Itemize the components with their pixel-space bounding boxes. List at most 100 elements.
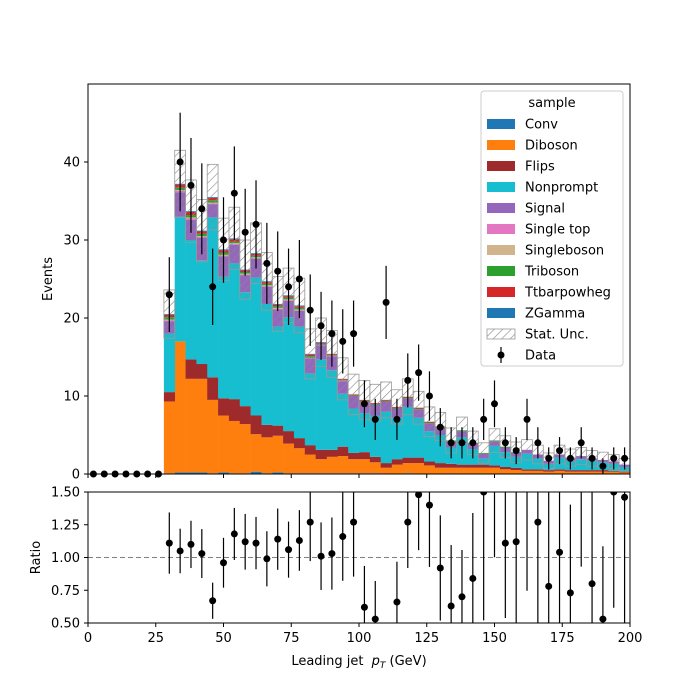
legend-box — [480, 90, 624, 367]
data-point — [230, 189, 238, 197]
bar-diboson — [207, 399, 219, 474]
legend-label: Single top — [525, 223, 590, 238]
bar-diboson — [272, 435, 284, 473]
x-tick-label: 150 — [482, 631, 507, 646]
bar-diboson — [261, 437, 273, 474]
y-tick-label: 30 — [63, 234, 80, 249]
bar-diboson — [521, 470, 533, 474]
ratio-point — [534, 518, 542, 526]
bar-diboson — [369, 462, 381, 474]
bar-flips — [445, 463, 457, 468]
data-point — [566, 454, 574, 462]
y-tick-label: 10 — [63, 390, 80, 405]
data-point — [599, 462, 607, 470]
legend-label: Flips — [525, 160, 555, 175]
legend-swatch — [487, 119, 515, 129]
bar-diboson — [478, 467, 490, 474]
bar-diboson — [228, 420, 241, 474]
legend-swatch — [487, 182, 515, 192]
data-point — [523, 415, 531, 423]
bar-flips — [543, 470, 555, 472]
data-point — [588, 454, 596, 462]
bar-diboson — [510, 470, 522, 474]
ratio-point — [425, 501, 433, 509]
bar-conv — [196, 472, 208, 474]
stat-unc-box — [380, 381, 392, 419]
series-diboson — [163, 341, 631, 474]
data-point — [382, 298, 390, 306]
data-point — [480, 415, 488, 423]
axes: 0 25 50 75 100 125 150 175 200 0 10 20 30 40 0.50 0.75 1… — [29, 83, 642, 671]
bar-nonprompt — [402, 406, 414, 458]
data-point — [577, 439, 585, 447]
legend-swatch — [487, 245, 515, 255]
bar-diboson — [499, 469, 512, 474]
ratio-point — [176, 547, 184, 555]
stat-unc-box — [206, 163, 219, 231]
bar-diboson — [619, 472, 631, 474]
bar-nonprompt — [489, 445, 501, 466]
bar-diboson — [586, 471, 598, 474]
data-point — [545, 454, 553, 462]
ratio-y-tick-label: 0.50 — [51, 617, 80, 632]
bar-flips — [369, 456, 381, 463]
x-tick-label: 25 — [147, 631, 164, 646]
ratio-point — [566, 589, 574, 597]
legend-label: Data — [525, 349, 556, 364]
ratio-point — [556, 548, 564, 556]
bar-nonprompt — [196, 260, 208, 365]
bar-flips — [434, 463, 447, 468]
bar-flips — [163, 392, 176, 402]
data-point — [263, 259, 271, 267]
bar-diboson — [283, 443, 295, 474]
ratio-point — [209, 597, 217, 605]
bar-diboson — [456, 467, 468, 474]
bar-flips — [478, 464, 490, 468]
ratio-point — [339, 533, 347, 541]
data-point — [415, 369, 423, 377]
legend: sample Conv Diboson Flips Nonprompt Signal Sin… — [480, 90, 624, 367]
bar-diboson — [326, 456, 338, 474]
bar-nonprompt — [424, 431, 436, 462]
bar-diboson — [391, 464, 403, 474]
legend-swatch — [487, 224, 515, 234]
ratio-y-tick-label: 1.25 — [51, 518, 80, 533]
ratio-point — [436, 564, 444, 572]
ratio-point — [317, 552, 325, 560]
bar-nonprompt — [293, 326, 306, 439]
data-point — [425, 392, 433, 400]
legend-swatch — [487, 203, 515, 213]
data-point — [491, 400, 498, 408]
ratio-point — [371, 615, 379, 623]
x-tick-label: 175 — [550, 631, 575, 646]
x-tick-label: 100 — [347, 631, 372, 646]
ratio-point — [252, 539, 260, 547]
bar-flips — [413, 457, 425, 464]
ratio-point — [328, 550, 336, 558]
ratio-point — [599, 615, 607, 623]
data-point — [339, 337, 347, 345]
ratio-point — [274, 535, 282, 543]
legend-label: Triboson — [524, 265, 579, 280]
bar-diboson — [337, 456, 349, 474]
bar-diboson — [413, 463, 425, 474]
bar-nonprompt — [250, 277, 262, 416]
ratio-point — [350, 518, 358, 526]
data-point — [285, 283, 293, 291]
ratio-point — [295, 536, 303, 544]
legend-title: sample — [528, 96, 575, 111]
x-tick-label: 50 — [215, 631, 232, 646]
data-point — [556, 447, 564, 455]
bar-flips — [554, 469, 566, 471]
bar-nonprompt — [348, 408, 360, 453]
data-point — [447, 439, 455, 447]
bar-diboson — [543, 471, 555, 474]
legend-swatch — [487, 308, 515, 318]
ratio-point — [512, 538, 520, 546]
bar-nonprompt — [315, 359, 327, 450]
bar-flips — [261, 424, 273, 438]
data-point — [458, 439, 466, 447]
bar-nonprompt — [228, 263, 241, 400]
ratio-y-tick-label: 1.00 — [51, 551, 80, 566]
bar-diboson — [250, 434, 262, 472]
